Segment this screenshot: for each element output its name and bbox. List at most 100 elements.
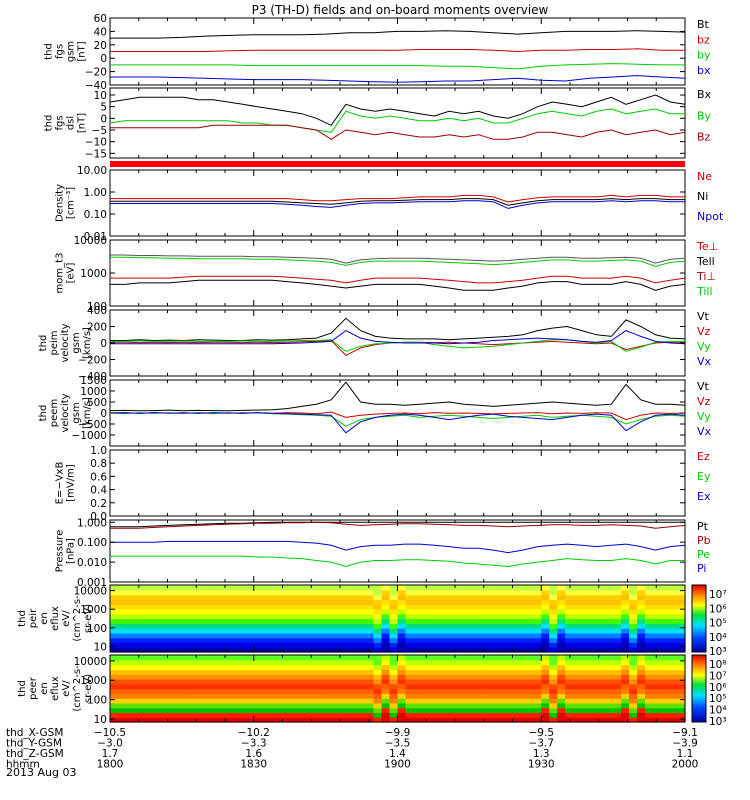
panel-efield-legend-0: Ez [697,450,710,463]
panel-peem_velocity-ytick-label: −1000 [71,430,107,442]
spec-peer_en_eflux-ylabel: thdpeerenefluxeV/(cm^2-s-sr-eV) [17,665,94,712]
panel-efield-ytick-label: 0.8 [90,458,107,470]
xaxis-row-value: −10.2 [238,727,270,739]
panel-pressure-ytick-label: 1.000 [77,517,107,529]
panel-efield-frame [109,449,686,517]
panel-fgs_gsm-ytick-label: 40 [94,26,107,38]
spec-peir_en_eflux-ytick-label: 10 [94,641,107,653]
panel-pressure-ylabel: Pressure[nPa] [55,530,77,573]
spec-peer_en_eflux-ytick-label: 100 [87,695,107,707]
xaxis-row-label: thd_Y-GSM [6,738,62,750]
panel-pressure-ytick-label: 0.100 [77,537,107,549]
xaxis-row-value: 1.4 [389,748,406,760]
panel-pressure-ytick-label: 0.001 [77,577,107,589]
panel-temperature-legend-2: Ti⊥ [696,270,716,283]
mode-bar [110,161,685,167]
panel-pressure-series-pi [110,540,686,554]
panel-fgs_dsl-ylabel: thdfgsdsl[nT] [44,113,88,133]
panel-fgs_gsm-ytick-label: 20 [94,40,107,52]
xaxis-row-value: −3.3 [241,738,267,750]
panel-density-series-ni [110,198,685,206]
panel-density-legend-2: Npot [697,210,724,223]
panel-temperature-legend-0: Te⊥ [696,240,718,253]
panel-peem_velocity-ytick-label: 500 [87,397,107,409]
panel-peim_velocity-ytick-label: 0 [100,338,107,350]
panel-density-ylabel: Density[cm⁻³] [55,184,77,222]
panel-peem_velocity-ytick-label: 1000 [80,386,107,398]
spec-peir_en_eflux-colorbar [691,584,707,653]
panel-pressure-legend-1: Pb [697,534,711,547]
xaxis-row-label: thd_X-GSM [6,727,63,739]
panel-temperature-ytick-label: 100 [87,301,107,313]
xaxis-row-value: 1900 [384,759,411,771]
panel-peem_velocity-legend-1: Vz [697,395,711,408]
xaxis-row-value: −9.1 [672,727,698,739]
panel-peim_velocity-ytick-label: 200 [87,322,107,334]
spec-peir_en_eflux-colorbar-label: 10⁴ [709,632,727,644]
panel-fgs_gsm-ylabel: thdfgsgsm[nT] [44,41,88,62]
panel-fgs_gsm-ytick-label: −20 [85,67,107,79]
panel-fgs_dsl-frame [109,87,686,159]
panel-peim_velocity-legend-1: Vz [697,325,711,338]
spec-peer_en_eflux-colorbar-label: 10³ [709,716,727,728]
panel-peem_velocity-series-vt [109,381,686,412]
panel-density-ytick-label: 0.01 [84,231,107,243]
xaxis-row-value: 1.1 [677,748,694,760]
panel-fgs_dsl-ytick-label: 5 [100,102,107,114]
panel-pressure-legend-3: Pi [697,562,706,575]
panel-temperature-frame [109,239,686,307]
panel-density-ytick-label: 10.00 [77,165,107,177]
spec-peir_en_eflux-ylabel: thdpeirenefluxeV/(cm^2-s-sr-eV) [17,595,94,642]
panel-fgs_dsl-ytick-label: −5 [92,125,107,137]
panel-peem_velocity-legend-3: Vx [697,425,712,438]
panel-efield-ylabel: E=−VxB[mV/m] [55,462,77,505]
panel-efield-ytick-label: 0.6 [90,471,107,483]
spec-peer_en_eflux-colorbar-label: 10⁵ [709,693,727,705]
panel-pressure-legend-0: Pt [697,520,709,533]
panel-fgs_gsm-series-by [110,63,685,70]
panel-peim_velocity-legend-3: Vx [697,355,712,368]
panel-pressure-series-pe [110,555,685,568]
panel-fgs_gsm-ytick-label: 0 [100,53,107,65]
panel-fgs_dsl-legend-2: Bz [697,131,711,144]
panel-fgs_gsm-legend-0: Bt [697,18,710,31]
spec-peir_en_eflux-image [110,585,686,653]
xaxis-row-value: 1930 [528,759,555,771]
panel-pressure-ytick-label: 0.010 [77,557,107,569]
panel-peem_velocity-ylabel: thdpeemvelocitygsm[km/s] [38,393,93,432]
spec-peer_en_eflux-colorbar-label: 10⁷ [709,670,727,682]
panel-fgs_dsl-legend-1: By [697,109,712,122]
xaxis-row-value: 1830 [240,759,267,771]
panel-fgs_gsm-legend-2: by [697,49,711,62]
panel-peim_velocity-series-vt [110,317,686,342]
spec-peer_en_eflux-colorbar [691,654,707,723]
panel-peem_velocity-series-vx [109,412,686,434]
panel-peem_velocity-ytick-label: 1500 [80,375,107,387]
panel-fgs_gsm-ytick-label: 60 [94,13,107,25]
panel-temperature-ytick-label: 1000 [80,268,107,280]
panel-fgs_dsl-series-bx [109,94,686,126]
spec-peir_en_eflux-colorbar-label: 10⁶ [709,603,727,615]
panel-pressure-frame [109,519,686,583]
panel-fgs_gsm-legend-1: bz [697,33,710,46]
panel-peem_velocity-legend-0: Vt [697,380,710,393]
panel-temperature-series-tell [110,279,686,291]
panel-fgs_dsl-series-by [109,108,685,133]
spec-peer_en_eflux-ytick-label: 1000 [80,675,107,687]
panel-temperature-series-ti [110,254,686,264]
xaxis-row-label: hhmm [6,759,40,771]
xaxis-row-value: −9.9 [385,727,411,739]
xaxis-row-value: −3.0 [97,738,123,750]
panel-fgs_dsl-series-bz [110,124,686,140]
spec-peir_en_eflux-ytick-label: 1000 [80,604,107,616]
spec-peer_en_eflux-colorbar-label: 10⁴ [709,705,727,717]
panel-fgs_dsl-ytick-label: 0 [100,113,107,125]
xaxis-row-value: −3.5 [385,738,411,750]
spec-peir_en_eflux-ytick-label: 10000 [74,586,107,598]
panel-temperature-ytick-label: 10000 [74,235,107,247]
panel-density-legend-0: Ne [697,170,712,183]
xaxis-row-value: 1800 [97,759,124,771]
xaxis-row-value: 2000 [672,759,699,771]
xaxis-row-value: −9.5 [529,727,555,739]
panel-peem_velocity-ytick-label: 0 [100,408,107,420]
